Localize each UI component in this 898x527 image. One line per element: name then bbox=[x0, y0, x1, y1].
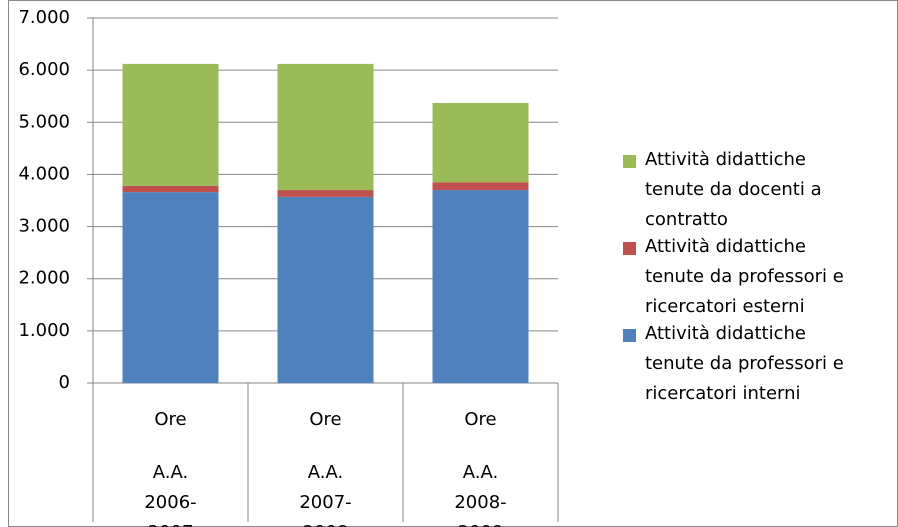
bar-segment bbox=[122, 185, 219, 193]
y-tick-label: 4.000 bbox=[18, 163, 70, 184]
bar-segment bbox=[277, 190, 374, 197]
x-tick-label: Ore bbox=[154, 409, 187, 430]
bar-segment bbox=[432, 102, 529, 183]
legend-label: Attività didattiche tenute da professori… bbox=[645, 323, 844, 404]
x-tick-label: Ore bbox=[464, 409, 497, 430]
y-tick-label: 7.000 bbox=[18, 7, 70, 28]
bar-segment bbox=[122, 63, 219, 186]
y-tick-label: 3.000 bbox=[18, 216, 70, 237]
y-tick-label: 2.000 bbox=[18, 268, 70, 289]
legend-label: Attività didattiche tenute da professori… bbox=[645, 236, 844, 317]
bar-segment bbox=[277, 63, 374, 191]
y-tick-label: 6.000 bbox=[18, 59, 70, 80]
legend-swatch bbox=[623, 155, 636, 168]
bar-segment bbox=[432, 182, 529, 191]
group-label: A.A. 2006-2007 bbox=[144, 462, 197, 527]
legend-label: Attività didattiche tenute da docenti a … bbox=[645, 149, 822, 230]
y-tick-label: 0 bbox=[59, 372, 70, 393]
group-label: A.A. 2008-2009 bbox=[454, 462, 507, 527]
legend-swatch bbox=[623, 242, 636, 255]
bar-segment bbox=[277, 196, 374, 383]
bar-segment bbox=[122, 192, 219, 383]
x-tick-label: Ore bbox=[309, 409, 342, 430]
y-tick-label: 1.000 bbox=[18, 320, 70, 341]
legend-swatch bbox=[623, 329, 636, 342]
group-label: A.A. 2007-2008 bbox=[299, 462, 352, 527]
bar-segment bbox=[432, 190, 529, 383]
y-tick-label: 5.000 bbox=[18, 111, 70, 132]
